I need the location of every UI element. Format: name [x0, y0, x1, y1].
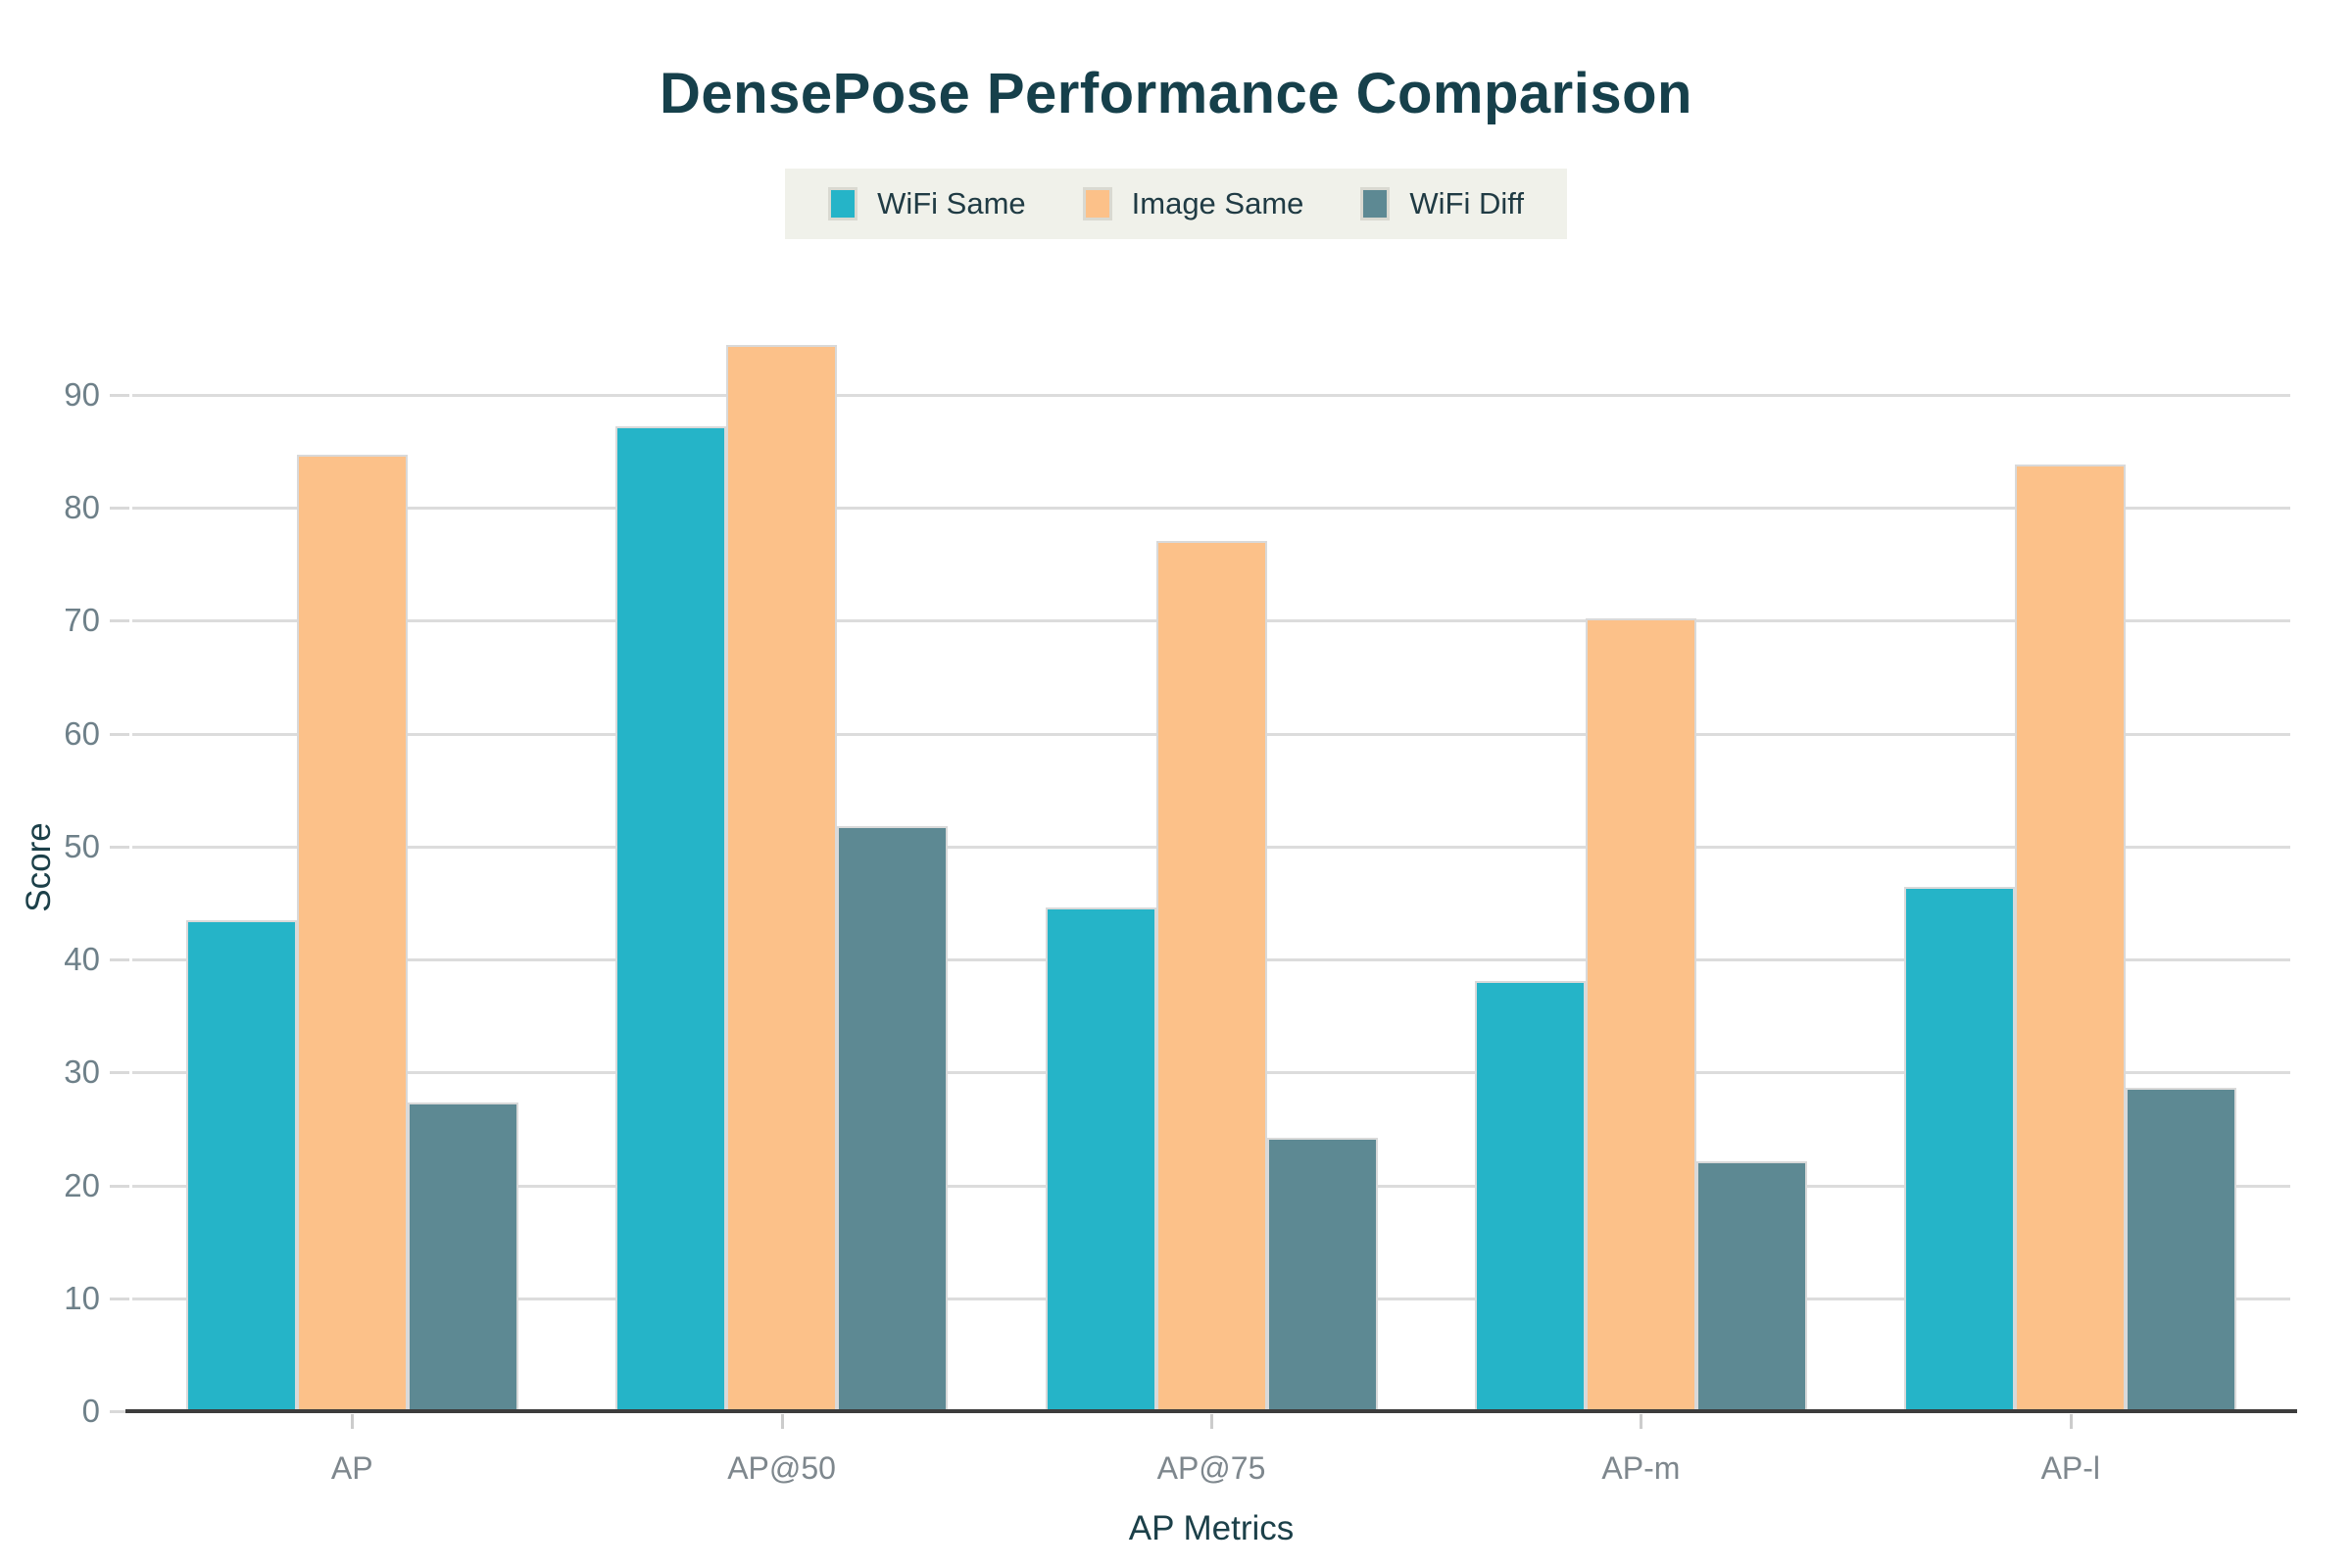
y-tick-mark-60 [110, 732, 129, 736]
y-tick-label-30: 30 [64, 1054, 100, 1091]
legend-label-image-same: Image Same [1131, 186, 1304, 220]
bar-image-same-ap@50 [726, 345, 838, 1411]
x-tick-mark-ap-m [1640, 1414, 1643, 1429]
y-tick-label-10: 10 [64, 1279, 100, 1316]
bar-wifi-diff-ap-l [2126, 1088, 2237, 1411]
bar-image-same-ap [296, 455, 408, 1411]
x-tick-label-ap: AP [330, 1450, 373, 1486]
bar-wifi-diff-ap-m [1695, 1161, 1807, 1411]
y-tick-label-70: 70 [64, 602, 100, 639]
y-tick-label-80: 80 [64, 489, 100, 526]
y-tick-label-90: 90 [64, 376, 100, 413]
legend-item-wifi-same: WiFi Same [828, 186, 1026, 221]
gridline-y-90 [132, 394, 2290, 397]
y-tick-label-20: 20 [64, 1166, 100, 1203]
x-tick-label-ap-m: AP-m [1601, 1450, 1681, 1486]
legend-box: WiFi Same Image Same WiFi Diff [785, 169, 1567, 239]
x-tick-label-ap-l: AP-l [2040, 1450, 2101, 1486]
bar-wifi-same-ap-l [1904, 887, 2016, 1411]
y-tick-mark-0 [110, 1410, 129, 1413]
y-tick-mark-80 [110, 507, 129, 511]
chart-title: DensePose Performance Comparison [660, 62, 1692, 125]
x-tick-label-ap@75: AP@75 [1156, 1450, 1266, 1486]
bar-wifi-diff-ap [407, 1102, 518, 1411]
legend: WiFi Same Image Same WiFi Diff [0, 169, 2352, 239]
y-axis-title: Score [20, 822, 58, 912]
y-tick-label-0: 0 [81, 1393, 100, 1429]
x-tick-mark-ap-l [2069, 1414, 2073, 1429]
y-tick-label-60: 60 [64, 714, 100, 752]
legend-label-wifi-diff: WiFi Diff [1409, 186, 1524, 220]
y-tick-mark-30 [110, 1071, 129, 1075]
legend-swatch-image-same-icon [1082, 187, 1112, 220]
gridline-y-80 [132, 507, 2290, 511]
x-tick-label-ap@50: AP@50 [727, 1450, 836, 1486]
bar-wifi-diff-ap@50 [837, 826, 949, 1411]
y-tick-mark-90 [110, 394, 129, 397]
y-tick-label-40: 40 [64, 941, 100, 978]
legend-label-wifi-same: WiFi Same [877, 186, 1026, 220]
legend-swatch-wifi-same-icon [828, 187, 858, 220]
x-tick-mark-ap [351, 1414, 355, 1429]
bar-wifi-diff-ap@75 [1266, 1138, 1378, 1411]
y-tick-mark-40 [110, 958, 129, 962]
bar-image-same-ap@75 [1155, 540, 1267, 1411]
y-tick-mark-20 [110, 1184, 129, 1188]
x-tick-mark-ap@75 [1210, 1414, 1213, 1429]
legend-item-wifi-diff: WiFi Diff [1360, 186, 1524, 221]
legend-swatch-wifi-diff-icon [1360, 187, 1391, 220]
legend-item-image-same: Image Same [1082, 186, 1304, 221]
x-axis-title: AP Metrics [1128, 1509, 1295, 1547]
y-tick-mark-70 [110, 619, 129, 623]
bar-image-same-ap-l [2015, 465, 2127, 1411]
x-axis-line [125, 1409, 2297, 1413]
bar-wifi-same-ap [185, 919, 297, 1411]
y-tick-mark-10 [110, 1297, 129, 1300]
bar-wifi-same-ap@50 [615, 426, 727, 1411]
bar-wifi-same-ap@75 [1045, 907, 1156, 1411]
y-tick-label-50: 50 [64, 827, 100, 864]
bar-image-same-ap-m [1585, 618, 1696, 1411]
y-tick-mark-50 [110, 845, 129, 849]
bar-wifi-same-ap-m [1474, 981, 1586, 1411]
x-tick-mark-ap@50 [780, 1414, 784, 1429]
